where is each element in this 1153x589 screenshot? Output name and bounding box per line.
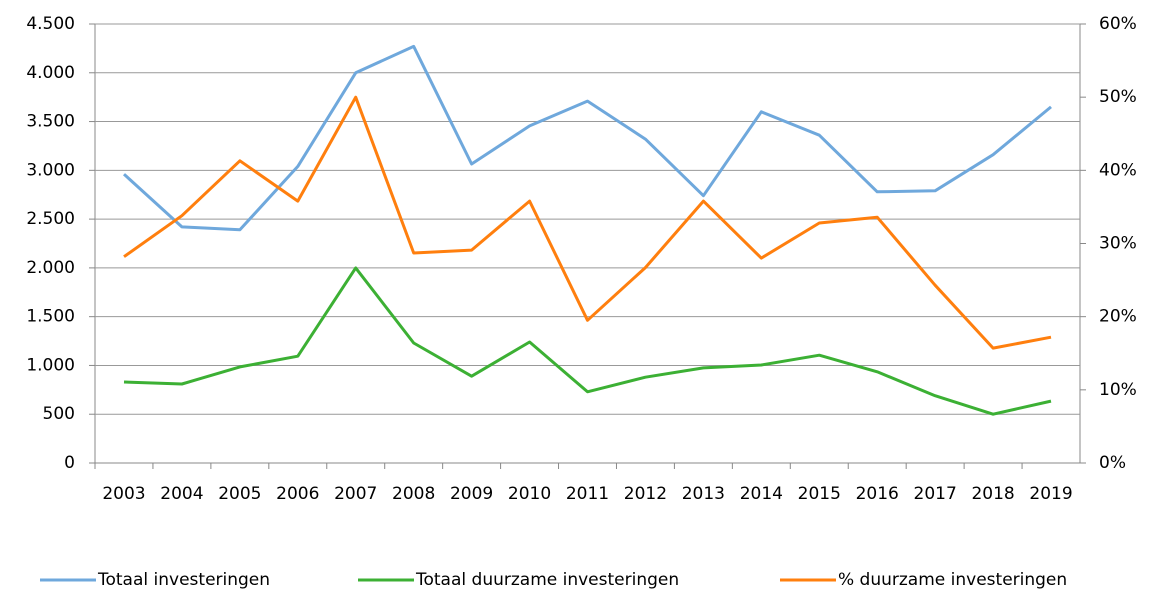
legend-label: Totaal duurzame investeringen — [415, 570, 679, 589]
x-tick-label: 2011 — [566, 484, 609, 504]
y-tick-label: 500 — [43, 404, 75, 424]
legend-label: Totaal investeringen — [97, 570, 270, 589]
y2-tick-label: 30% — [1099, 234, 1137, 254]
x-tick-label: 2012 — [624, 484, 667, 504]
legend-label: % duurzame investeringen — [838, 570, 1067, 589]
y2-tick-label: 40% — [1099, 160, 1137, 180]
x-tick-label: 2003 — [102, 484, 145, 504]
x-tick-label: 2006 — [276, 484, 319, 504]
y2-tick-label: 20% — [1099, 307, 1137, 327]
y2-tick-label: 0% — [1099, 453, 1126, 473]
series-line — [123, 266, 1052, 416]
y-tick-label: 4.000 — [26, 63, 75, 83]
y-tick-label: 3.500 — [26, 112, 75, 132]
x-tick-label: 2019 — [1029, 484, 1072, 504]
y-tick-label: 3.000 — [26, 160, 75, 180]
x-tick-label: 2007 — [334, 484, 377, 504]
y-tick-label: 0 — [64, 453, 75, 473]
y-tick-label: 4.500 — [26, 14, 75, 34]
x-tick-label: 2010 — [508, 484, 551, 504]
x-tick-label: 2004 — [160, 484, 203, 504]
y-tick-label: 2.000 — [26, 258, 75, 278]
y2-tick-label: 60% — [1099, 14, 1137, 34]
x-tick-label: 2015 — [798, 484, 841, 504]
y-tick-label: 2.500 — [26, 209, 75, 229]
series-line — [123, 95, 1052, 350]
x-tick-label: 2005 — [218, 484, 261, 504]
x-tick-label: 2013 — [682, 484, 725, 504]
y-tick-label: 1.500 — [26, 307, 75, 327]
x-tick-label: 2008 — [392, 484, 435, 504]
series-line — [122, 44, 1052, 232]
y2-tick-label: 10% — [1099, 380, 1137, 400]
x-tick-label: 2018 — [971, 484, 1014, 504]
y-tick-label: 1.000 — [26, 355, 75, 375]
x-tick-label: 2016 — [856, 484, 899, 504]
y2-tick-label: 50% — [1099, 87, 1137, 107]
x-tick-label: 2017 — [914, 484, 957, 504]
x-tick-label: 2014 — [740, 484, 783, 504]
x-tick-label: 2009 — [450, 484, 493, 504]
